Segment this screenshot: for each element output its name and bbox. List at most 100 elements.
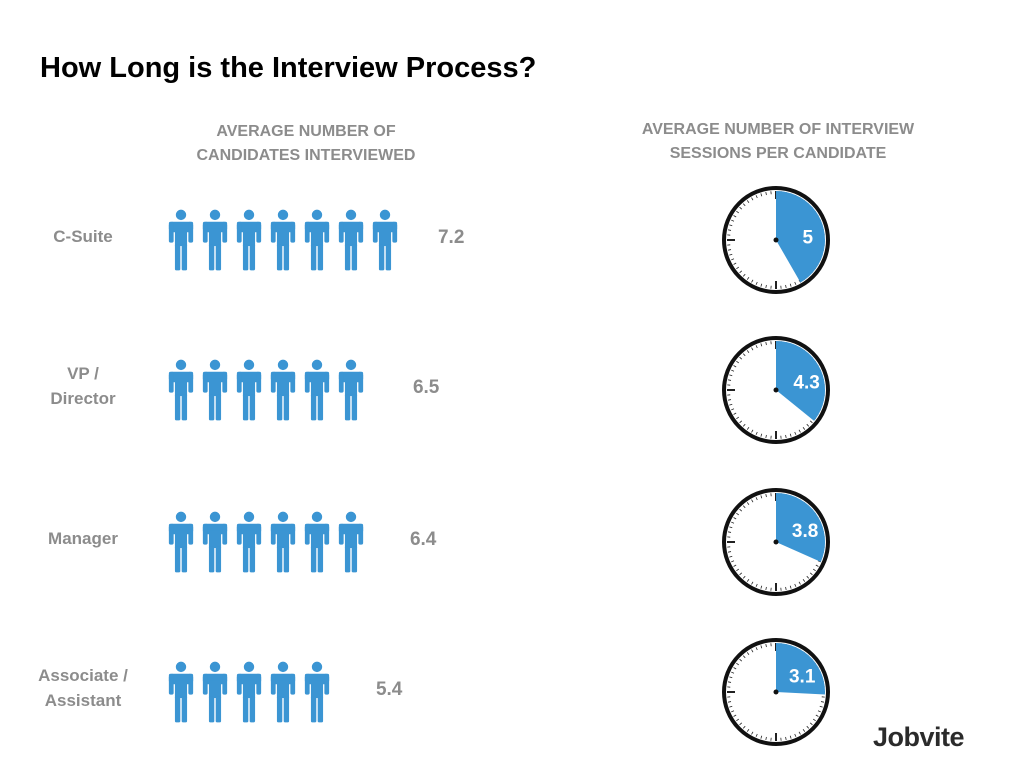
- clock-tick: [731, 258, 735, 261]
- clock-tick: [727, 551, 732, 553]
- clock-tick: [765, 643, 767, 648]
- clock-tick: [812, 718, 816, 722]
- clock-tick: [751, 581, 754, 585]
- clock-tick: [733, 262, 737, 265]
- person-icon: [168, 359, 194, 421]
- clock-tick: [755, 431, 758, 435]
- clock-tick: [739, 508, 743, 512]
- clock-tick: [742, 655, 746, 659]
- clock-tick: [785, 586, 787, 591]
- person-icon-partial: [406, 209, 412, 271]
- clock-tick: [727, 249, 732, 251]
- clock-center: [773, 237, 779, 243]
- clock-tick: [731, 671, 735, 674]
- page-title: How Long is the Interview Process?: [40, 52, 537, 84]
- clock-tick: [733, 412, 737, 415]
- clock-tick: [817, 710, 821, 713]
- clock-tick: [755, 195, 758, 199]
- clock-tick: [765, 341, 767, 346]
- clock-tick: [820, 701, 825, 703]
- clock-tick: [794, 281, 797, 285]
- clock-tick: [731, 219, 735, 222]
- clock-tick: [736, 568, 740, 572]
- clock-tick: [809, 420, 813, 424]
- clock-tick: [736, 512, 740, 516]
- clock-tick: [760, 585, 763, 589]
- person-icon-partial: [338, 661, 350, 723]
- sessions-column-header: AVERAGE NUMBER OF INTERVIEW SESSIONS PER…: [600, 118, 956, 166]
- candidates-header-line-1: AVERAGE NUMBER OF: [216, 123, 396, 140]
- row-label-line: Assistant: [44, 691, 122, 710]
- clock-tick: [746, 578, 750, 582]
- row-label-line: Associate /: [38, 666, 128, 685]
- clock-tick: [755, 497, 758, 501]
- candidates-pictogram-chart: [168, 209, 412, 723]
- clock-tick: [751, 279, 754, 283]
- row-label: C-Suite: [8, 224, 158, 249]
- clock-tick: [739, 206, 743, 210]
- clock-icon: 4.3: [722, 336, 830, 444]
- clock-tick: [733, 365, 737, 368]
- clock-tick: [736, 266, 740, 270]
- clock-tick: [739, 722, 743, 726]
- person-icon: [338, 511, 364, 573]
- clock-tick: [755, 733, 758, 737]
- sessions-wedge: [776, 493, 825, 562]
- person-icon: [236, 359, 262, 421]
- clock-tick: [731, 710, 735, 713]
- clock-tick: [742, 353, 746, 357]
- clock-tick: [742, 203, 746, 207]
- clock-tick: [760, 495, 763, 499]
- clock-tick: [736, 360, 740, 364]
- clock-tick: [746, 276, 750, 280]
- person-icon: [168, 661, 194, 723]
- row-label-line: Director: [50, 389, 116, 408]
- clock-tick: [739, 572, 743, 576]
- clock-center: [773, 539, 779, 545]
- clock-tick: [733, 564, 737, 567]
- clock-tick: [731, 560, 735, 563]
- clock-tick: [760, 735, 763, 739]
- clock-tick: [742, 273, 746, 277]
- clock-tick: [785, 434, 787, 439]
- clock-tick: [739, 356, 743, 360]
- clock-tick: [729, 705, 733, 708]
- row-label-line: C-Suite: [53, 226, 113, 246]
- person-icon: [270, 359, 296, 421]
- person-icon: [168, 511, 194, 573]
- clock-tick: [727, 379, 732, 381]
- clock-tick: [731, 408, 735, 411]
- person-icon: [202, 359, 228, 421]
- clock-tick: [815, 564, 819, 567]
- clock-tick: [760, 343, 763, 347]
- pictogram-row: [168, 209, 412, 271]
- clock-tick: [785, 736, 787, 741]
- clock-tick: [755, 647, 758, 651]
- clock-tick: [729, 224, 733, 227]
- clock-tick: [751, 731, 754, 735]
- person-icon-partial: [372, 511, 384, 573]
- clock-tick: [802, 728, 806, 732]
- clock-tick: [736, 718, 740, 722]
- clock-tick: [765, 493, 767, 498]
- clock-tick: [802, 578, 806, 582]
- row-label-line: Manager: [48, 528, 118, 548]
- person-icon: [236, 209, 262, 271]
- clock-tick: [789, 585, 792, 589]
- person-icon: [338, 209, 364, 271]
- clock-tick: [751, 649, 754, 653]
- row-label-line: VP /: [67, 364, 99, 383]
- clock-tick: [746, 350, 750, 354]
- person-icon: [202, 209, 228, 271]
- sessions-value: 3.8: [792, 521, 818, 542]
- clock-tick: [789, 735, 792, 739]
- candidates-header-line-2: CANDIDATES INTERVIEWED: [196, 147, 416, 164]
- clock-tick: [794, 733, 797, 737]
- clock-tick: [785, 284, 787, 289]
- clock-tick: [746, 502, 750, 506]
- person-icon-partial: [372, 359, 387, 421]
- person-icon: [270, 661, 296, 723]
- person-icon: [304, 209, 330, 271]
- person-icon: [372, 209, 398, 271]
- sessions-header-line-2: SESSIONS PER CANDIDATE: [669, 145, 887, 162]
